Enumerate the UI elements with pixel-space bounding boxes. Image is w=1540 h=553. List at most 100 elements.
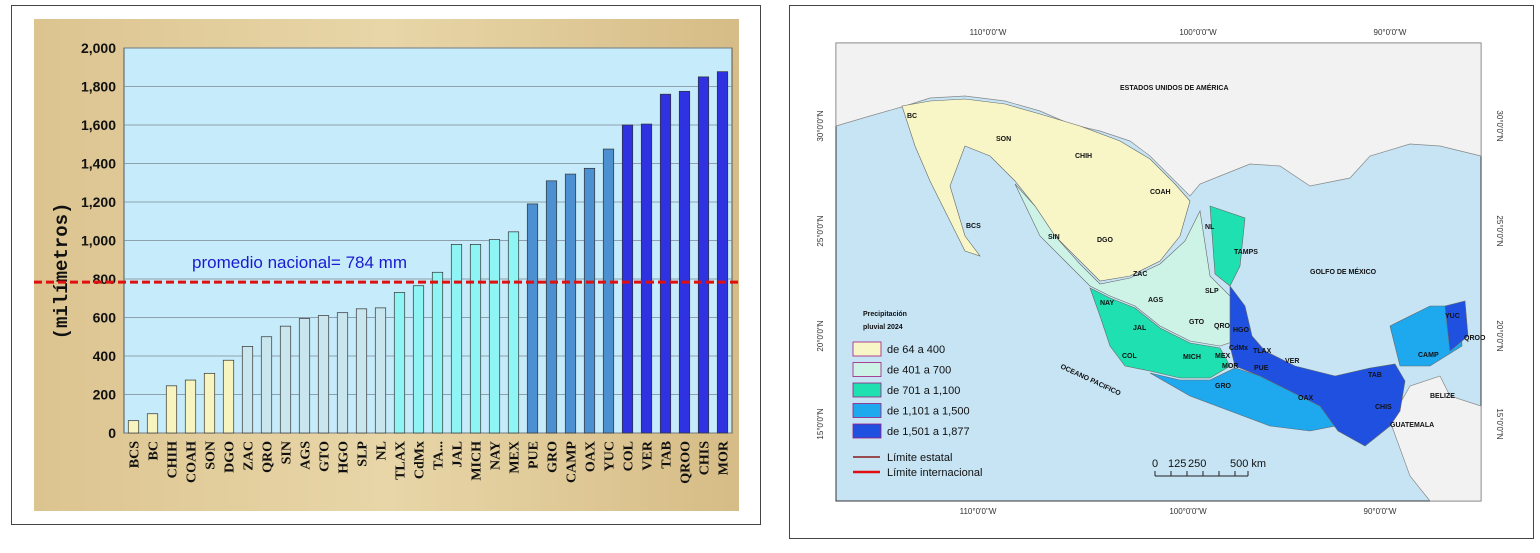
state-label-YUC: YUC [1445,313,1460,320]
state-label-AGS: AGS [1148,297,1164,304]
x-tick-label: PUE [527,441,542,469]
x-tick-label: QROO [679,441,694,484]
x-tick-label: VER [641,440,656,470]
bar-TLAX [393,292,406,434]
scale-label-125: 125 [1168,458,1186,470]
usa-land [835,42,1482,197]
gulf-label: GOLFO DE MÉXICO [1310,267,1377,276]
y-tick-label: 800 [93,271,117,287]
state-label-NL: NL [1205,224,1215,231]
map-panel: ESTADOS UNIDOS DE AMÉRICA GOLFO DE MÉXIC… [789,5,1534,539]
y-tick-label: 0 [108,425,116,441]
bar-CHIS [697,76,710,434]
bottom-coord-label: 100°0'0"W [1169,507,1207,516]
x-tick-label: AGS [299,441,314,470]
y-axis-label: (milímetros) [51,203,73,340]
scale-label-0: 0 [1152,458,1158,470]
bar-YUC [602,148,615,434]
legend-swatch [852,403,882,418]
guatemala-label: GUATEMALA [1390,422,1434,429]
bar-PUE [526,203,539,434]
x-tick-label: COL [622,441,637,471]
x-tick-label: CHIS [698,441,713,475]
scale-bar: 0 125 250 500 km [1152,458,1266,477]
x-tick-label: COAH [185,441,200,483]
state-label-SLP: SLP [1205,288,1219,295]
state-label-COL: COL [1122,353,1138,360]
y-tick-label: 1,000 [81,233,116,249]
state-label-CAMP: CAMP [1418,352,1439,359]
x-tick-label: BC [147,441,162,460]
y-tick-label: 2,000 [81,40,116,56]
bar-AGS [298,318,311,434]
bar-QRO [260,336,273,434]
x-tick-label: YUC [603,441,618,471]
bar-chart-panel: 0 200 400 600 800 1,000 1,200 1,400 1,600 1,800 2,… [11,5,761,525]
state-label-NAY: NAY [1100,300,1114,307]
x-tick-label: QRO [261,441,276,473]
state-label-TLAX: TLAX [1253,348,1272,355]
average-annotation: promedio nacional= 784 mm [192,253,407,272]
legend-label: de 64 a 400 [887,344,945,356]
y-tick-label: 400 [93,348,117,364]
bottom-coord-label: 110°0'0"W [960,507,997,516]
bar-CHIH [165,385,178,434]
x-tick-label: NL [375,441,390,460]
x-tick-label: BCS [128,441,143,468]
state-limit-label: Límite estatal [887,452,952,464]
x-tick-label: HGO [337,441,352,474]
right-coord-label: 15°0'0"N [1495,408,1504,439]
belize-label: BELIZE [1430,393,1455,400]
state-label-SIN: SIN [1048,234,1060,241]
y-tick-label: 600 [93,310,117,326]
x-tick-label: ZAC [242,441,257,471]
state-label-MICH: MICH [1183,354,1201,361]
x-tick-label: CAMP [565,441,580,483]
bar-VER [640,123,653,434]
x-tick-label: SIN [280,441,295,464]
top-coord-label: 110°0'0"W [970,28,1007,37]
bar-MOR [716,71,729,434]
intl-limit-label: Límite internacional [887,467,982,479]
x-tick-label: MICH [470,441,485,481]
legend-label: de 1,501 a 1,877 [887,426,970,438]
x-tick-label: NAY [489,441,504,470]
bar-GRO [545,180,558,434]
bar-MEX [507,231,520,434]
bar-CdMx [412,285,425,434]
state-label-JAL: JAL [1133,325,1147,332]
y-tick-label: 1,600 [81,117,116,133]
precipitation-map: ESTADOS UNIDOS DE AMÉRICA GOLFO DE MÉXIC… [816,28,1504,516]
bottom-coord-label: 90°0'0"W [1364,507,1397,516]
bar-NAY [488,239,501,434]
top-coord-label: 90°0'0"W [1374,28,1407,37]
x-tick-label: TAB [660,441,675,469]
y-tick-label: 1,400 [81,156,116,172]
state-label-VER: VER [1285,358,1299,365]
x-tick-label: SON [204,441,219,470]
x-tick-label: JAL [451,441,466,467]
map-legend: Precipitación pluvial 2024 de 64 a 400 de… [852,311,982,479]
bar-OAX [583,167,596,434]
bar-SIN [279,325,292,434]
state-label-MEX: MEX [1215,353,1231,360]
state-label-TAMPS: TAMPS [1234,249,1258,256]
legend-swatch [852,423,882,439]
bar-SON [203,372,216,434]
legend-swatch [852,362,882,377]
state-label-BCS: BCS [966,223,981,230]
state-label-COAH: COAH [1150,189,1171,196]
state-label-SON: SON [996,136,1011,143]
bar-ZAC [241,346,254,434]
bar-GTO [317,315,330,434]
left-coord-label: 30°0'0"N [816,110,825,141]
bar-TA... [431,271,444,434]
state-label-QRO: QRO [1214,323,1231,330]
x-tick-label: OAX [584,441,599,472]
bar-HGO [336,312,349,434]
top-coord-label: 100°0'0"W [1179,28,1217,37]
legend-label: de 701 a 1,100 [887,385,960,397]
usa-label: ESTADOS UNIDOS DE AMÉRICA [1120,83,1229,92]
legend-title-2: pluvial 2024 [863,324,903,331]
bar-chart: 0 200 400 600 800 1,000 1,200 1,400 1,600 1,800 2,… [34,19,739,511]
